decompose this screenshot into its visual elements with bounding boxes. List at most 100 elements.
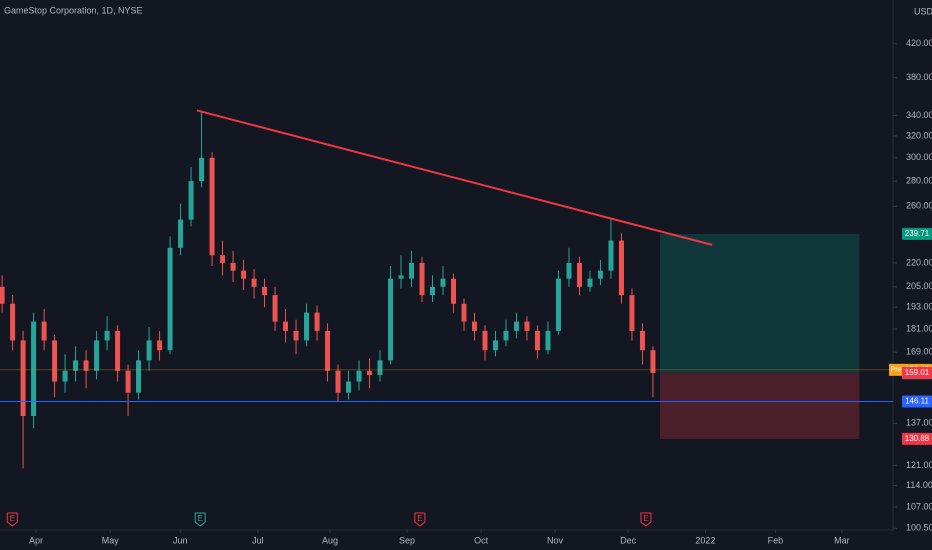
candle-body [220, 255, 226, 263]
target-zone [659, 233, 860, 373]
candle-body [115, 330, 121, 371]
candle-body [492, 340, 498, 351]
price-tag: Pre [891, 367, 902, 374]
candle-body [555, 278, 561, 331]
y-tick-label: 300.00 [906, 152, 932, 162]
candle-body [262, 286, 268, 296]
candle-body [430, 286, 436, 296]
y-tick-label: 220.00 [906, 257, 932, 267]
candle-body [440, 278, 446, 287]
stop-label: 130.88 [905, 434, 930, 443]
candle-body [94, 340, 100, 371]
stop-label-box [902, 432, 932, 445]
target-label: 239.71 [905, 229, 930, 238]
candle-body [513, 321, 519, 331]
stop-zone [659, 372, 860, 439]
earnings-marker [6, 512, 18, 527]
y-tick-label: 205.00 [906, 281, 932, 291]
earnings-label: E [197, 514, 202, 523]
candle-body [471, 321, 477, 331]
earnings-label: E [417, 514, 422, 523]
candle-body [83, 360, 89, 371]
candle-body [314, 312, 320, 331]
y-tick-label: 193.00 [906, 302, 932, 312]
y-tick-label: 114.00 [906, 480, 932, 490]
candle-body [10, 303, 16, 341]
y-tick-label: 107.00 [906, 501, 932, 511]
price-label: 146.11 [905, 397, 929, 406]
y-tick-label: 181.00 [906, 323, 932, 333]
candle-body [325, 330, 331, 371]
y-tick-label: 380.00 [906, 72, 932, 82]
chart-title: GameStop Corporation, 1D, NYSE [4, 5, 143, 15]
candle-body [304, 312, 310, 341]
candle-body [167, 247, 173, 351]
x-tick-label: Jul [252, 535, 264, 545]
target-label-box [902, 227, 932, 240]
candle-body [0, 286, 5, 304]
candle-body [52, 340, 58, 382]
x-tick-label: Feb [768, 535, 784, 545]
earnings-marker [414, 512, 426, 527]
trendline [196, 109, 713, 246]
y-tick-label: 137.00 [906, 418, 932, 428]
candle-body [629, 295, 635, 331]
earnings-label: E [643, 514, 648, 523]
candle-body [346, 381, 352, 393]
candle-body [524, 321, 530, 331]
candle-body [597, 270, 603, 279]
y-tick-label: 420.00 [906, 38, 932, 48]
candle-body [534, 330, 540, 351]
candle-body [104, 330, 110, 341]
candle-body [230, 262, 236, 271]
x-tick-label: Oct [474, 535, 489, 545]
candle-body [419, 262, 425, 296]
y-tick-label: 320.00 [906, 130, 932, 140]
candle-body [482, 330, 488, 351]
candle-body [356, 370, 362, 382]
candle-body [461, 303, 467, 322]
candle-body [20, 340, 26, 417]
candle-body [241, 270, 247, 279]
earnings-marker [194, 512, 206, 527]
candle-body [31, 321, 37, 417]
candle-body [576, 262, 582, 287]
candle-body [450, 278, 456, 304]
candle-body [639, 330, 645, 351]
x-tick-label: Jun [173, 535, 188, 545]
candle-body [62, 370, 68, 382]
candle-body [388, 278, 394, 361]
candle-body [251, 278, 257, 287]
x-tick-label: Mar [834, 535, 850, 545]
candle-body [618, 240, 624, 296]
candle-body [587, 278, 593, 287]
candle-body [409, 262, 415, 279]
candle-body [272, 295, 278, 322]
x-tick-label: Nov [547, 535, 564, 545]
candle-body [335, 370, 341, 393]
entry-label: 159.01 [905, 368, 930, 377]
candle-body [125, 370, 131, 393]
candle-body [367, 370, 373, 376]
y-tick-label: 280.00 [906, 176, 932, 186]
candle-body [146, 340, 152, 361]
candle-body [136, 360, 142, 393]
x-tick-label: May [102, 535, 120, 545]
candle-body [209, 157, 215, 256]
price-label-box [902, 395, 932, 408]
candle-body [398, 275, 404, 279]
candle-body [157, 340, 163, 351]
y-tick-label: 100.50 [906, 523, 932, 533]
candle-body [293, 330, 299, 341]
y-tick-label: 260.00 [906, 201, 932, 211]
candle-body [377, 360, 383, 376]
currency-label: USD [914, 6, 932, 16]
price-tag-box [889, 363, 903, 376]
x-tick-label: Apr [29, 535, 43, 545]
candle-body [545, 330, 551, 351]
candle-body [608, 240, 614, 271]
x-tick-label: Dec [620, 535, 637, 545]
entry-label-box [902, 366, 932, 379]
